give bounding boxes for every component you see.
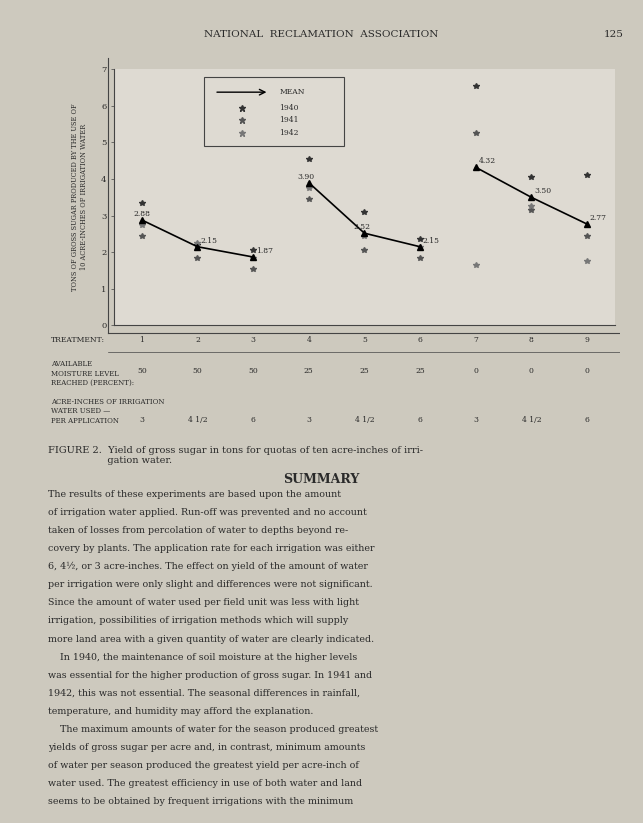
- Text: irrigation, possibilities of irrigation methods which will supply: irrigation, possibilities of irrigation …: [48, 616, 349, 625]
- Text: of water per season produced the greatest yield per acre-inch of: of water per season produced the greates…: [48, 761, 359, 770]
- Text: was essential for the higher production of gross sugar. In 1941 and: was essential for the higher production …: [48, 671, 372, 680]
- Text: yields of gross sugar per acre and, in contrast, minimum amounts: yields of gross sugar per acre and, in c…: [48, 743, 366, 752]
- Text: seems to be obtained by frequent irrigations with the minimum: seems to be obtained by frequent irrigat…: [48, 797, 354, 807]
- Text: 125: 125: [604, 30, 624, 40]
- Text: FIGURE 2.  Yield of gross sugar in tons for quotas of ten acre-inches of irri-: FIGURE 2. Yield of gross sugar in tons f…: [48, 446, 423, 455]
- Text: of irrigation water applied. Run-off was prevented and no account: of irrigation water applied. Run-off was…: [48, 508, 367, 517]
- Text: 1942, this was not essential. The seasonal differences in rainfall,: 1942, this was not essential. The season…: [48, 689, 360, 698]
- Text: The results of these experiments are based upon the amount: The results of these experiments are bas…: [48, 490, 341, 499]
- Text: more land area with a given quantity of water are clearly indicated.: more land area with a given quantity of …: [48, 635, 374, 644]
- Text: The maximum amounts of water for the season produced greatest: The maximum amounts of water for the sea…: [48, 725, 378, 734]
- Text: In 1940, the maintenance of soil moisture at the higher levels: In 1940, the maintenance of soil moistur…: [48, 653, 358, 662]
- Text: NATIONAL  RECLAMATION  ASSOCIATION: NATIONAL RECLAMATION ASSOCIATION: [204, 30, 439, 40]
- Text: Since the amount of water used per field unit was less with light: Since the amount of water used per field…: [48, 598, 359, 607]
- Text: taken of losses from percolation of water to depths beyond re-: taken of losses from percolation of wate…: [48, 526, 349, 535]
- Text: covery by plants. The application rate for each irrigation was either: covery by plants. The application rate f…: [48, 544, 375, 553]
- Text: SUMMARY: SUMMARY: [284, 473, 359, 486]
- Text: water used. The greatest efficiency in use of both water and land: water used. The greatest efficiency in u…: [48, 779, 363, 788]
- Text: gation water.: gation water.: [48, 456, 172, 465]
- Text: 6, 4½, or 3 acre-inches. The effect on yield of the amount of water: 6, 4½, or 3 acre-inches. The effect on y…: [48, 562, 368, 571]
- Text: temperature, and humidity may afford the explanation.: temperature, and humidity may afford the…: [48, 707, 314, 716]
- Text: per irrigation were only slight and differences were not significant.: per irrigation were only slight and diff…: [48, 580, 373, 589]
